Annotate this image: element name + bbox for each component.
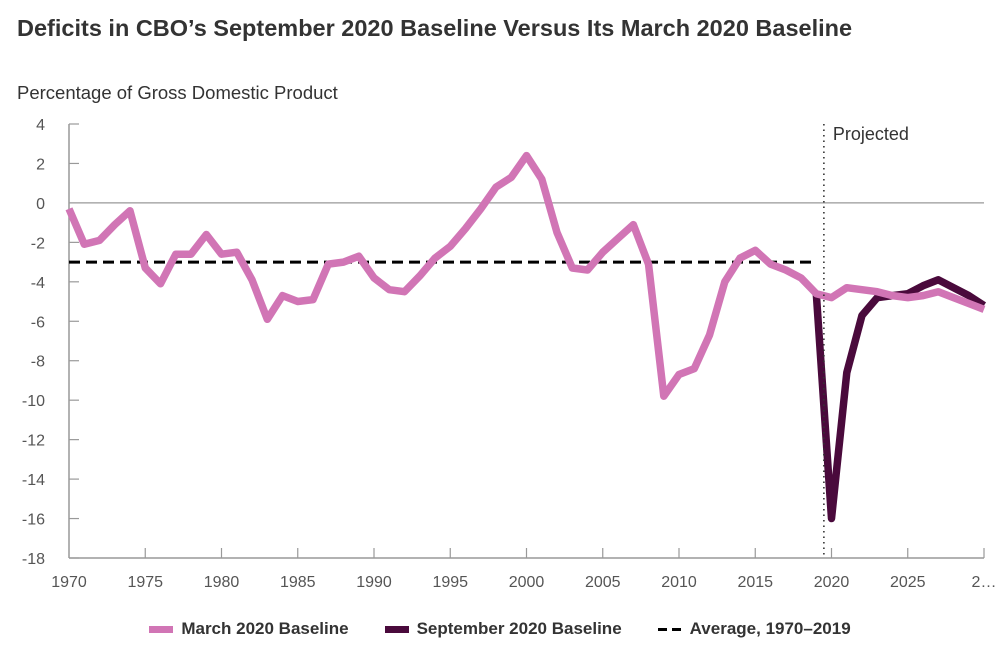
x-tick-label: 2025 xyxy=(890,574,926,591)
y-tick-label: -18 xyxy=(22,551,45,568)
x-tick-label: 1975 xyxy=(127,574,163,591)
legend: March 2020 Baseline September 2020 Basel… xyxy=(0,619,1000,639)
legend-label-september: September 2020 Baseline xyxy=(416,619,622,638)
y-tick-label: -2 xyxy=(31,235,45,252)
y-tick-label: 0 xyxy=(36,196,45,213)
x-tick-label: 1980 xyxy=(204,574,240,591)
x-tick-label: 1985 xyxy=(280,574,316,591)
x-tick-label: 2000 xyxy=(509,574,545,591)
legend-label-average: Average, 1970–2019 xyxy=(689,619,851,638)
annotations: Projected xyxy=(823,124,909,558)
series-group xyxy=(65,151,987,523)
projected-label: Projected xyxy=(833,124,909,144)
chart-subtitle: Percentage of Gross Domestic Product xyxy=(17,82,338,103)
legend-swatch-september xyxy=(384,625,409,633)
x-tick-label: 2005 xyxy=(585,574,621,591)
series-line-september-2020-baseline xyxy=(812,276,987,523)
y-tick-label: -8 xyxy=(31,354,45,371)
x-tick-label: 2020 xyxy=(814,574,850,591)
x-tick-label: 1995 xyxy=(432,574,468,591)
y-tick-label: 2 xyxy=(36,156,45,173)
y-tick-label: -12 xyxy=(22,433,45,450)
legend-item-march: March 2020 Baseline xyxy=(149,619,349,639)
x-tick-label: 2010 xyxy=(661,574,697,591)
x-tick-label: 1970 xyxy=(51,574,87,591)
y-tick-label: 4 xyxy=(36,117,45,134)
legend-item-average: Average, 1970–2019 xyxy=(657,619,851,639)
chart-title: Deficits in CBO’s September 2020 Baselin… xyxy=(17,15,853,41)
x-tick-label: 2015 xyxy=(737,574,773,591)
y-tick-label: -16 xyxy=(22,512,45,529)
y-tick-label: -6 xyxy=(31,314,45,331)
x-tick-label: 1990 xyxy=(356,574,392,591)
x-tick-label: 2… xyxy=(972,574,997,591)
legend-swatch-march xyxy=(149,625,174,633)
chart-canvas: 4 2 0 -2 -4 -6 -8 -10 -12 -14 -16 -18 1970 1975 1980 19… xyxy=(22,117,997,591)
axes: 4 2 0 -2 -4 -6 -8 -10 -12 -14 -16 -18 1970 1975 1980 19… xyxy=(22,117,997,591)
y-tick-label: -10 xyxy=(22,393,45,410)
legend-item-september: September 2020 Baseline xyxy=(384,619,622,639)
y-tick-label: -4 xyxy=(31,275,45,292)
legend-label-march: March 2020 Baseline xyxy=(181,619,349,638)
y-tick-label: -14 xyxy=(22,472,45,489)
legend-swatch-average xyxy=(657,627,682,631)
